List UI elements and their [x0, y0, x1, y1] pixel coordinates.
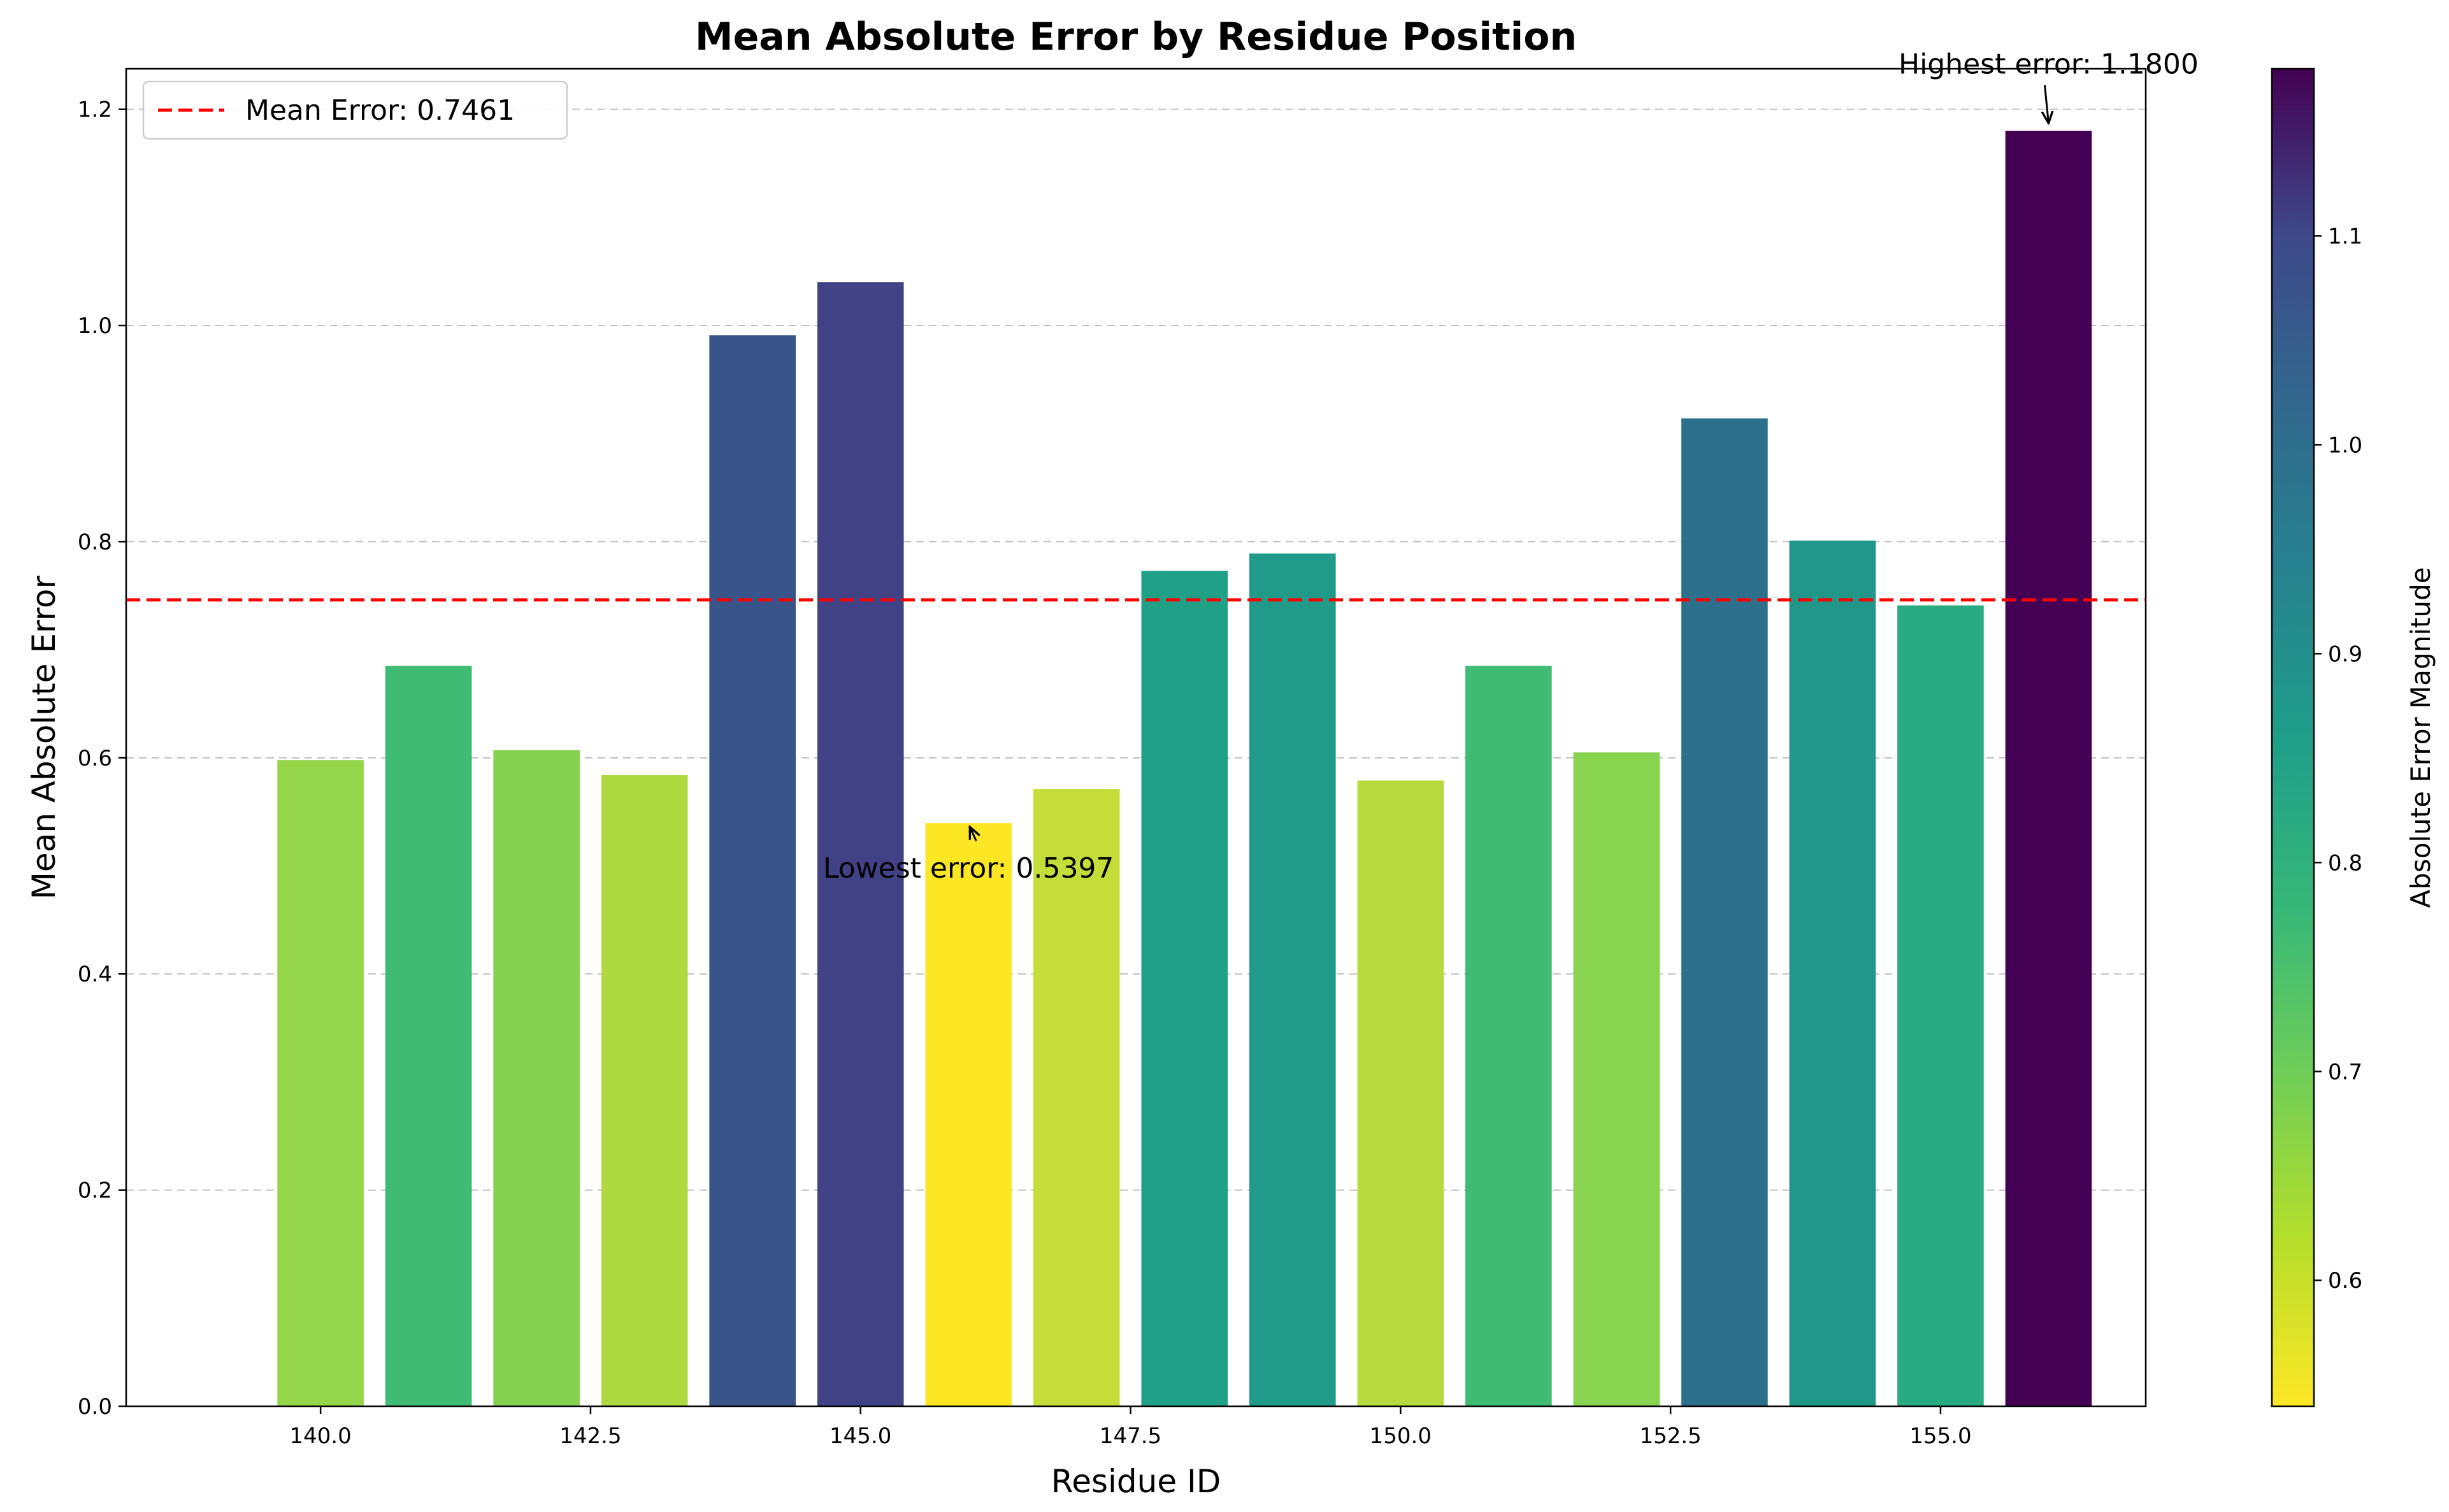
y-axis-title: Mean Absolute Error [25, 575, 62, 899]
colorbar-tick-label: 1.0 [2328, 432, 2362, 458]
bar [1789, 540, 1876, 1406]
chart-title: Mean Absolute Error by Residue Position [695, 15, 1577, 59]
bar [1465, 666, 1552, 1406]
highest-error-annotation: Highest error: 1.1800 [1899, 48, 2199, 124]
bars [277, 131, 2092, 1407]
bar [277, 760, 364, 1406]
x-tick-label: 152.5 [1639, 1423, 1701, 1449]
colorbar-tick-label: 0.7 [2328, 1059, 2362, 1085]
x-tick-label: 142.5 [559, 1423, 621, 1449]
x-axis-ticks: 140.0 142.5 145.0 147.5 150.0 152.5 155.0 [289, 1406, 1972, 1449]
y-axis-ticks: 0.0 0.2 0.4 0.6 0.8 1.0 1.2 [78, 97, 126, 1420]
colorbar-ticks: 0.6 0.7 0.8 0.9 1.0 1.1 [2314, 224, 2362, 1294]
y-tick-label: 0.8 [78, 529, 112, 555]
bar [925, 823, 1012, 1406]
y-tick-label: 0.4 [78, 962, 112, 987]
colorbar-title: Absolute Error Magnitude [2405, 567, 2436, 908]
bar [1249, 553, 1336, 1407]
lowest-error-annotation: Lowest error: 0.5397 [823, 827, 1114, 885]
y-tick-label: 1.2 [78, 97, 112, 123]
highest-error-label: Highest error: 1.1800 [1899, 48, 2199, 81]
bar [1681, 418, 1768, 1406]
bar [817, 282, 904, 1407]
colorbar-gradient [2271, 68, 2315, 1408]
highest-error-arrow [2044, 85, 2048, 124]
x-tick-label: 150.0 [1370, 1423, 1432, 1449]
legend: Mean Error: 0.7461 [142, 80, 568, 140]
x-tick-label: 145.0 [830, 1423, 891, 1449]
colorbar-tick-label: 0.8 [2328, 850, 2362, 876]
lowest-error-label: Lowest error: 0.5397 [823, 852, 1114, 885]
x-axis-title: Residue ID [1051, 1463, 1221, 1500]
colorbar: 0.6 0.7 0.8 0.9 1.0 1.1 Absolute Error Magnit… [2271, 68, 2436, 1408]
bar [493, 750, 580, 1406]
colorbar-tick-label: 0.6 [2328, 1268, 2362, 1294]
plot-frame [125, 68, 2147, 1408]
bar [1033, 789, 1120, 1406]
y-tick-label: 0.2 [78, 1178, 112, 1204]
bar [1897, 605, 1984, 1407]
legend-box [142, 80, 568, 140]
legend-label: Mean Error: 0.7461 [245, 94, 515, 127]
bar [1141, 571, 1228, 1406]
bar [385, 666, 472, 1406]
x-tick-label: 140.0 [289, 1423, 351, 1449]
bar [1357, 780, 1444, 1406]
colorbar-tick-label: 0.9 [2328, 641, 2362, 667]
x-tick-label: 155.0 [1909, 1423, 1971, 1449]
x-tick-label: 147.5 [1100, 1423, 1161, 1449]
y-tick-label: 0.0 [78, 1394, 112, 1420]
bar [709, 335, 796, 1407]
bar [2005, 131, 2092, 1406]
bar [601, 774, 688, 1406]
y-tick-label: 0.6 [78, 746, 112, 771]
y-tick-label: 1.0 [78, 313, 112, 339]
bar [1573, 752, 1660, 1406]
lowest-error-arrow [970, 827, 976, 841]
colorbar-tick-label: 1.1 [2328, 224, 2362, 249]
